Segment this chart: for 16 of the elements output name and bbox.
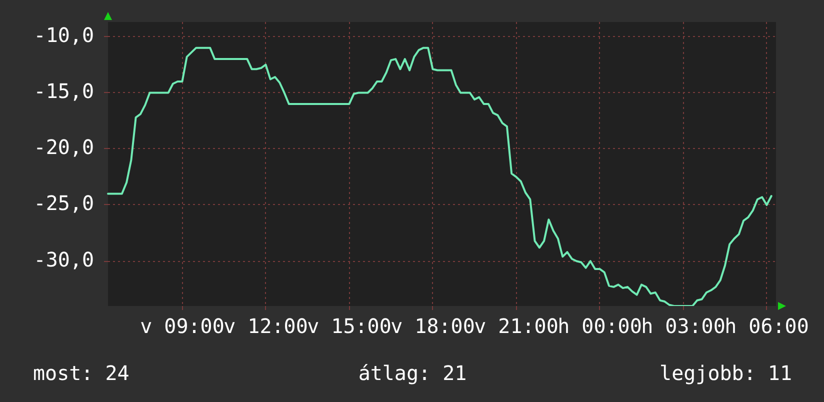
x-tick-label: v 18:00 (390, 314, 475, 338)
x-tick-label: h 06:00 (724, 314, 809, 338)
x-tick-label: h 03:00 (641, 314, 726, 338)
x-tick-label: v 09:00 (140, 314, 224, 338)
text: átlag: 21 (358, 361, 467, 386)
y-tick-label: -10,0 (34, 22, 94, 47)
text: most: 24 (33, 361, 130, 386)
text: legjobb: 11 (660, 361, 792, 386)
x-tick-label: v 21:00 (474, 314, 558, 338)
y-tick-label: -20,0 (34, 135, 94, 160)
x-tick-label: h 00:00 (558, 314, 642, 338)
x-tick-label: v 15:00 (307, 314, 392, 338)
y-tick-label: -30,0 (34, 247, 94, 272)
y-tick-label: -25,0 (34, 191, 94, 216)
y-tick-label: -15,0 (34, 78, 94, 103)
x-tick-label: v 12:00 (224, 314, 308, 338)
